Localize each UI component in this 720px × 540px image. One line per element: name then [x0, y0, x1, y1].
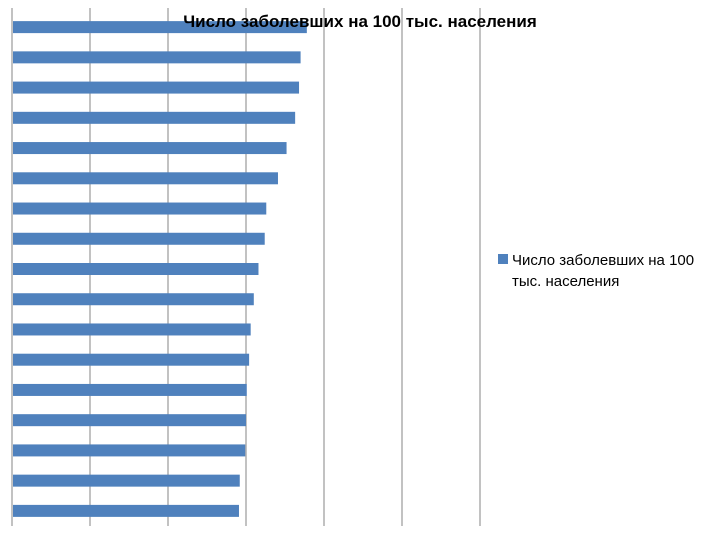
bar: [13, 383, 247, 396]
legend: Число заболевших на 100 тыс. населения: [498, 252, 694, 290]
bar: [13, 504, 239, 517]
bar: [13, 263, 259, 275]
chart-title: Число заболевших на 100 тыс. населения: [183, 12, 537, 31]
bar: [13, 353, 250, 366]
bar: [13, 172, 278, 185]
bar-series: [13, 21, 307, 517]
bar: [13, 414, 246, 427]
bar: [13, 323, 251, 336]
legend-label-line-1: Число заболевших на 100: [512, 252, 694, 269]
bar: [13, 293, 254, 306]
legend-swatch: [498, 254, 508, 264]
bar: [13, 474, 240, 487]
bar: [13, 444, 246, 457]
bar: [13, 81, 300, 94]
bar: [13, 142, 287, 155]
bar: [13, 21, 307, 34]
bar: [13, 232, 265, 245]
bar: [13, 111, 296, 124]
legend-label-line-2: тыс. населения: [512, 273, 619, 290]
bar: [13, 202, 267, 215]
bar: [13, 51, 301, 64]
